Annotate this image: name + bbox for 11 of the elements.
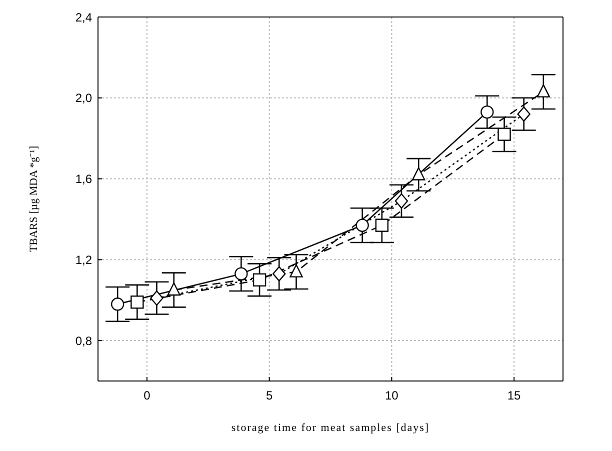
x-tick-label: 10 xyxy=(385,388,399,403)
y-axis-title: TBARS [µg MDA *g⁻¹] xyxy=(28,146,40,252)
y-tick-label: 1,2 xyxy=(75,252,92,267)
y-tick-label: 2,0 xyxy=(75,91,92,106)
x-tick-label: 5 xyxy=(266,388,273,403)
y-tick-label: 0,8 xyxy=(75,334,92,348)
y-tick-label: 1,6 xyxy=(75,172,92,186)
x-tick-label: 0 xyxy=(144,388,151,403)
x-tick-label: 15 xyxy=(507,388,522,403)
x-axis-title: storage time for meat samples [days] xyxy=(231,422,430,434)
y-tick-label: 2,4 xyxy=(75,10,92,24)
